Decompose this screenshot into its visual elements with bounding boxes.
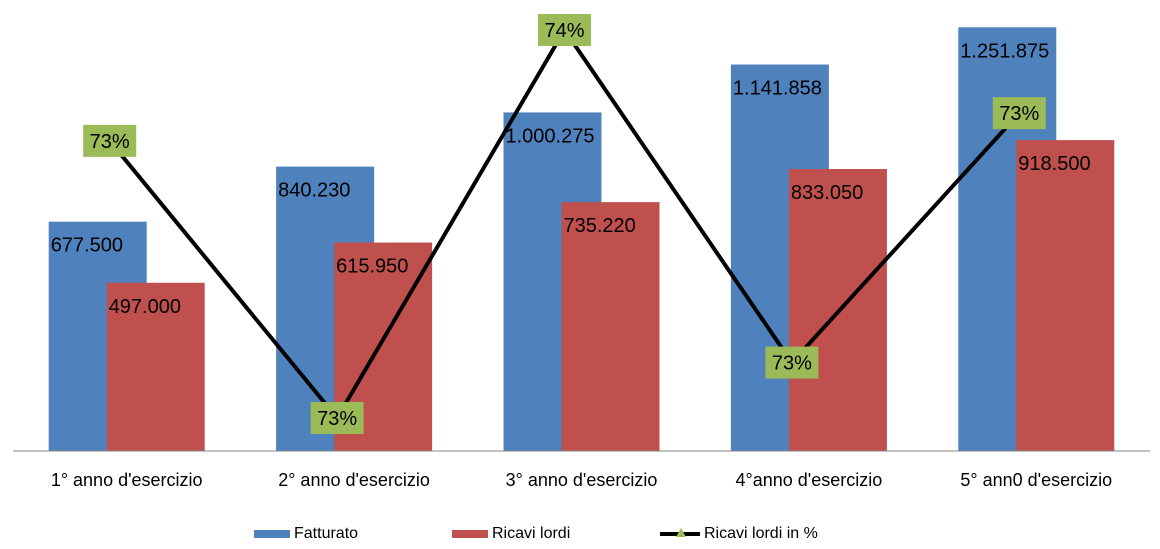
legend-label-ricavi-lordi-percent: Ricavi lordi in % — [704, 525, 818, 542]
percent-label-text-2: 73% — [317, 408, 357, 430]
x-tick-label-2: 2° anno d'esercizio — [278, 470, 430, 490]
percent-label-4: 73% — [765, 346, 819, 379]
x-tick-label-5: 5° ann0 d'esercizio — [960, 470, 1112, 490]
legend-item-fatturato: Fatturato — [254, 524, 358, 544]
percent-label-2: 73% — [310, 402, 364, 434]
percent-label-text-5: 73% — [999, 103, 1039, 125]
data-label-ricavi-lordi-4: 833.050 — [791, 182, 863, 204]
legend-item-ricavi-lordi-percent: Ricavi lordi in % — [660, 524, 818, 544]
bar-ricavi-lordi-5 — [1016, 140, 1115, 451]
legend-item-ricavi-lordi: Ricavi lordi — [452, 524, 570, 544]
percent-label-text-3: 74% — [544, 20, 584, 42]
percent-label-box-3 — [538, 14, 591, 46]
data-label-ricavi-lordi-5: 918.500 — [1018, 153, 1090, 175]
x-tick-label-1: 1° anno d'esercizio — [51, 470, 203, 490]
legend-label-fatturato: Fatturato — [294, 525, 359, 542]
legend-line-ricavi-lordi-percent — [660, 528, 700, 537]
data-label-ricavi-lordi-1: 497.000 — [109, 296, 181, 318]
bar-ricavi-lordi-3 — [561, 202, 660, 451]
x-tick-labels: 1° anno d'esercizio 2° anno d'esercizio 3°… — [51, 470, 1112, 490]
data-label-ricavi-lordi-3: 735.220 — [564, 215, 636, 237]
percent-label-3: 74% — [538, 14, 591, 46]
percent-label-box-1 — [83, 124, 137, 157]
bars-layer — [48, 27, 1115, 452]
percent-label-text-1: 73% — [90, 131, 130, 153]
triangle-marker-icon — [676, 528, 686, 537]
percent-label-box-4 — [765, 346, 819, 379]
data-label-fatturato-3: 1.000.275 — [506, 125, 595, 147]
x-tick-label-3: 3° anno d'esercizio — [506, 470, 658, 490]
legend-swatch-ricavi-lordi — [452, 530, 488, 538]
legend-swatch-fatturato — [254, 530, 290, 538]
legend: Fatturato Ricavi lordi Ricavi lordi in % — [0, 524, 1160, 544]
percent-label-text-4: 73% — [772, 353, 812, 375]
data-label-fatturato-2: 840.230 — [278, 180, 350, 202]
x-tick-label-4: 4°anno d'esercizio — [736, 470, 883, 490]
bar-labels-layer: 677.500 497.000 840.230 615.950 1.000.275 735… — [51, 40, 1091, 317]
percent-label-box-5 — [992, 97, 1046, 130]
percent-label-5: 73% — [992, 97, 1046, 130]
percent-label-1: 73% — [83, 124, 137, 157]
chart: 677.500 497.000 840.230 615.950 1.000.275 735… — [13, 14, 1150, 490]
line-labels-layer: 73% 73% 74% 73% 73% — [83, 14, 1046, 434]
percent-label-box-2 — [310, 402, 364, 434]
legend-label-ricavi-lordi: Ricavi lordi — [492, 525, 571, 542]
data-label-ricavi-lordi-2: 615.950 — [336, 256, 408, 278]
data-label-fatturato-4: 1.141.858 — [733, 78, 822, 100]
bar-ricavi-lordi-1 — [106, 282, 205, 451]
data-label-fatturato-1: 677.500 — [51, 235, 123, 257]
data-label-fatturato-5: 1.251.875 — [960, 40, 1049, 62]
